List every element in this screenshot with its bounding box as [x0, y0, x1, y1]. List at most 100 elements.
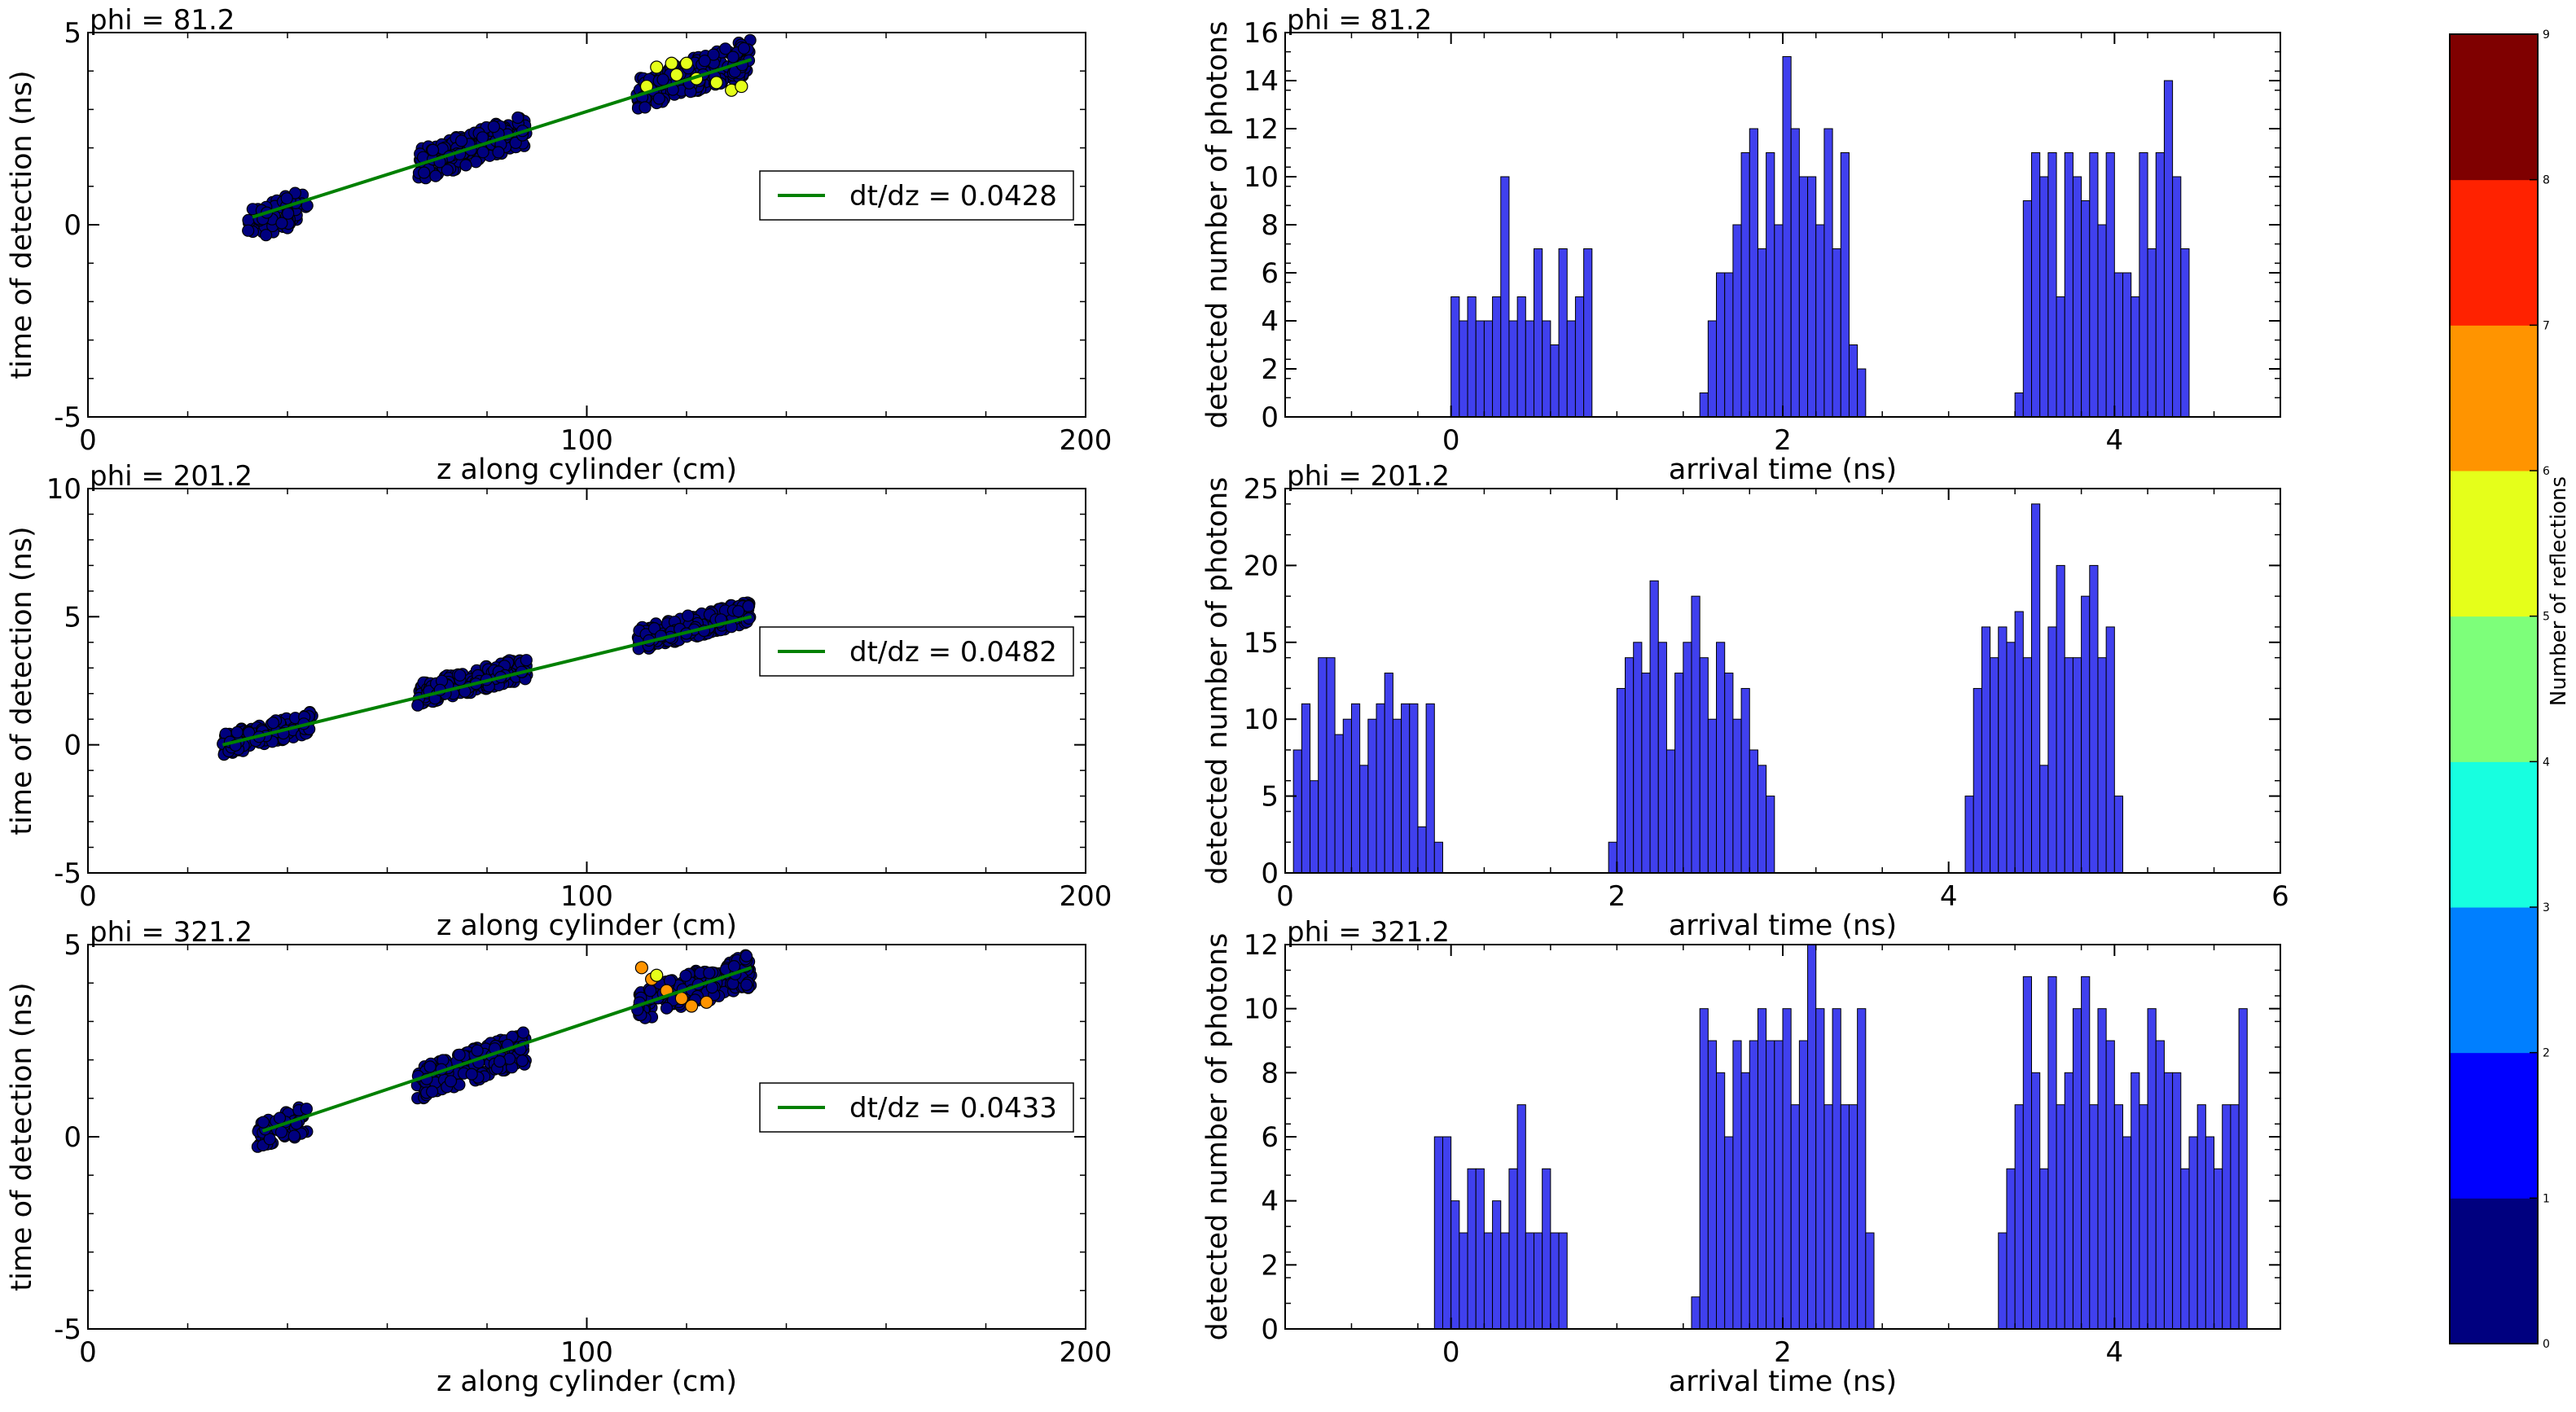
histogram-bar — [2006, 642, 2016, 874]
scatter-point — [682, 609, 695, 622]
panel-title: phi = 201.2 — [1287, 460, 1450, 493]
x-tick-label: 2 — [1774, 424, 1792, 457]
histogram-bar — [1641, 673, 1651, 874]
x-tick-label: 0 — [79, 880, 97, 913]
histogram-bar — [2122, 272, 2132, 418]
histogram-bar — [1757, 248, 1767, 418]
histogram-bar — [1716, 642, 1726, 874]
fit-line — [252, 58, 753, 219]
y-axis-label: detected number of photons — [1201, 933, 1234, 1341]
histogram-bar — [1558, 248, 1568, 418]
x-tick-label: 4 — [1940, 880, 1958, 913]
histogram-bar — [2214, 1168, 2223, 1330]
scatter-point — [453, 1048, 466, 1061]
histogram-bar — [2047, 152, 2057, 418]
histogram-bar — [1683, 642, 1692, 874]
chart-panel-3: 0 2 4 6 0 5 10 15 20 25 phi = 201.2 arrival time (n… — [1201, 460, 2289, 942]
scatter-point — [516, 1055, 529, 1068]
scatter-point — [465, 1068, 478, 1081]
y-axis-label: detected number of photons — [1201, 477, 1234, 885]
scatter-point-highlight — [665, 56, 678, 70]
y-tick-label: 5 — [64, 929, 81, 962]
histogram-bar — [1401, 703, 1411, 874]
histogram-bar — [1707, 320, 1718, 418]
scatter-point — [737, 42, 751, 55]
histogram-bar — [1310, 780, 1319, 874]
y-tick-label: 16 — [1244, 17, 1279, 50]
histogram-bar — [2006, 1168, 2016, 1330]
scatter-point — [260, 229, 273, 242]
histogram-bar — [1508, 320, 1518, 418]
colorbar-segment — [2450, 1052, 2538, 1199]
panel-title: phi = 81.2 — [90, 4, 235, 37]
histogram-bar — [1699, 657, 1709, 874]
y-tick-label: 8 — [1261, 209, 1279, 242]
histogram-bar — [1534, 1232, 1543, 1330]
histogram-bar — [1500, 1232, 1510, 1330]
x-tick-label: 0 — [1442, 424, 1460, 457]
histogram-bar — [1782, 56, 1792, 418]
histogram-bar — [1981, 626, 1991, 874]
y-tick-label: 15 — [1244, 627, 1279, 660]
histogram-bar — [1807, 176, 1817, 418]
scatter-point — [242, 224, 255, 237]
scatter-point-highlight — [634, 961, 648, 975]
histogram-bar — [1492, 1200, 1502, 1330]
scatter-point — [511, 111, 524, 125]
x-tick-label: 100 — [560, 880, 613, 913]
scatter-point — [703, 967, 716, 980]
histogram-bar — [1807, 944, 1817, 1330]
axis-ticks: 0 100 200-505 — [54, 929, 1112, 1369]
histogram-bar — [2064, 1072, 2074, 1330]
histogram-bar — [2180, 248, 2190, 418]
scatter-point — [300, 1103, 313, 1116]
histogram-bar — [1740, 687, 1750, 874]
histogram-bar — [1732, 718, 1742, 874]
histogram-bar — [1459, 320, 1468, 418]
histogram-bar — [2172, 1072, 2182, 1330]
histogram-bar — [2039, 176, 2049, 418]
scatter-point — [459, 159, 472, 172]
x-axis-label: z along cylinder (cm) — [437, 1366, 737, 1398]
y-tick-label: -5 — [54, 401, 81, 434]
histogram-bar — [1964, 796, 1974, 874]
histogram-bar — [1492, 296, 1502, 418]
scatter-point — [230, 726, 244, 739]
chart-panel-5: 0 2 4 0 2 4 6 8 10 12 phi = 321.2 arrival time (ns)… — [1201, 916, 2281, 1398]
histogram-bar — [1516, 1104, 1526, 1330]
plot-frame — [87, 488, 1086, 874]
histogram-bar — [1790, 128, 1800, 418]
histogram-bar — [1649, 580, 1659, 874]
y-tick-label: 0 — [64, 209, 81, 242]
histogram-bar — [1815, 224, 1825, 418]
x-tick-label: 6 — [2271, 880, 2289, 913]
scatter-point-highlight — [685, 999, 699, 1013]
y-tick-label: 0 — [64, 1121, 81, 1154]
histogram-bar — [1608, 841, 1617, 874]
histogram-bar — [1990, 657, 1999, 874]
x-axis-label: z along cylinder (cm) — [437, 454, 737, 486]
histogram-bar — [2205, 1136, 2215, 1330]
x-tick-label: 2 — [1608, 880, 1626, 913]
histogram-bar — [2155, 1040, 2165, 1330]
histogram-bar — [2081, 200, 2091, 418]
y-tick-label: 0 — [1261, 857, 1279, 890]
scatter-point — [411, 699, 424, 712]
data-marks — [242, 33, 757, 242]
histogram-bar — [1550, 1232, 1560, 1330]
y-axis-label: time of detection (ns) — [6, 982, 38, 1291]
histogram-bar — [1625, 657, 1635, 874]
scatter-point — [639, 101, 652, 114]
histogram-bar — [2064, 152, 2074, 418]
histogram-bar — [1558, 1232, 1568, 1330]
scatter-point-highlight — [650, 60, 664, 74]
histogram-bar — [2113, 796, 2124, 874]
histogram-bar — [1665, 749, 1676, 874]
scatter-point — [282, 207, 295, 220]
x-tick-label: 100 — [560, 1336, 613, 1369]
scatter-point — [266, 716, 279, 730]
histogram-bar — [2089, 1104, 2099, 1330]
legend-label: dt/dz = 0.0428 — [849, 180, 1057, 213]
scatter-point — [656, 73, 669, 86]
